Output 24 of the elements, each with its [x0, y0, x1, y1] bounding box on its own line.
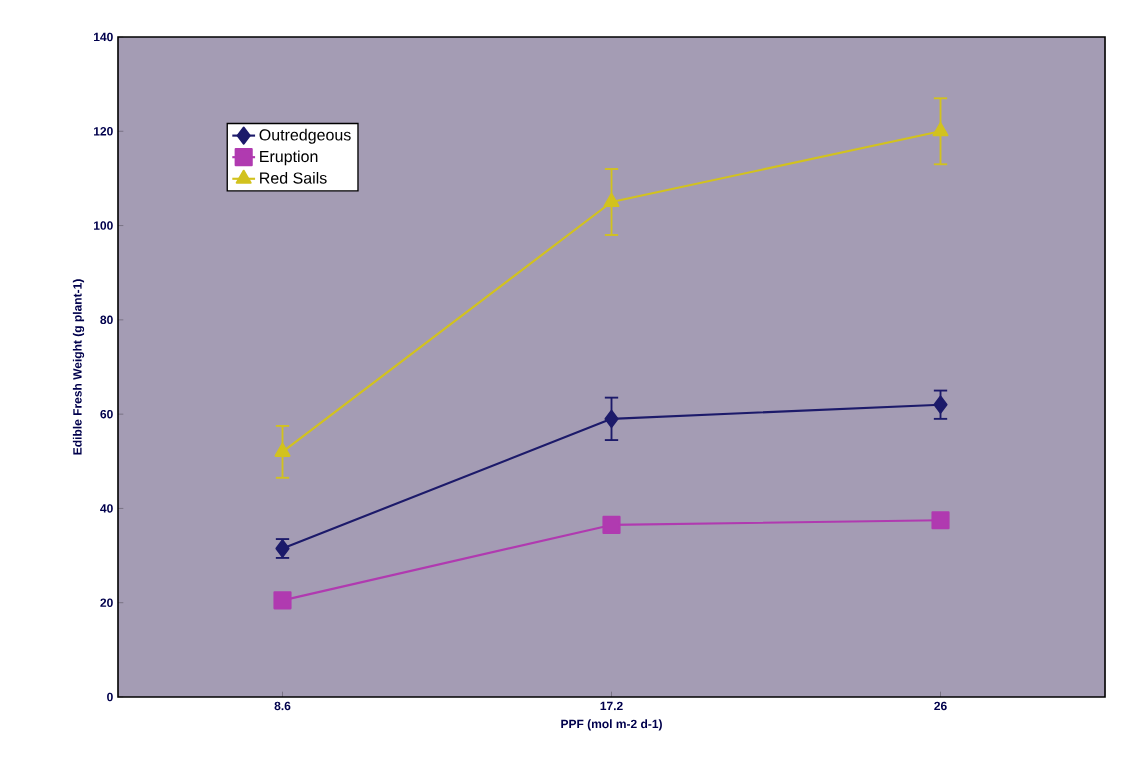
y-tick-label: 40 [100, 504, 113, 513]
legend-label: Red Sails [260, 171, 327, 184]
point [932, 122, 949, 137]
point [273, 591, 292, 610]
y-tick-label: 140 [94, 32, 113, 42]
x-tick-label: 26 [934, 701, 947, 711]
point [933, 395, 948, 414]
point [604, 409, 619, 428]
point [274, 442, 291, 457]
x-axis-title: PPF (mol m-2 d-1) [561, 719, 662, 731]
y-axis-title: Edible Fresh Weight (g plant-1) [72, 279, 85, 455]
y-tick-label: 80 [100, 315, 113, 325]
y-tick-label: 20 [100, 598, 113, 607]
legend-label: Outredgeous [259, 128, 351, 144]
point [603, 192, 620, 208]
x-tick-label: 17.2 [600, 701, 623, 711]
point [602, 515, 621, 534]
y-tick-label: 60 [100, 409, 113, 419]
x-tick-label: 8.6 [274, 701, 291, 711]
legend-label: Eruption [260, 150, 318, 166]
point [931, 511, 950, 530]
y-tick-label: 100 [94, 221, 113, 230]
y-tick-label: 120 [94, 127, 113, 136]
y-tick-label: 0 [107, 692, 113, 702]
